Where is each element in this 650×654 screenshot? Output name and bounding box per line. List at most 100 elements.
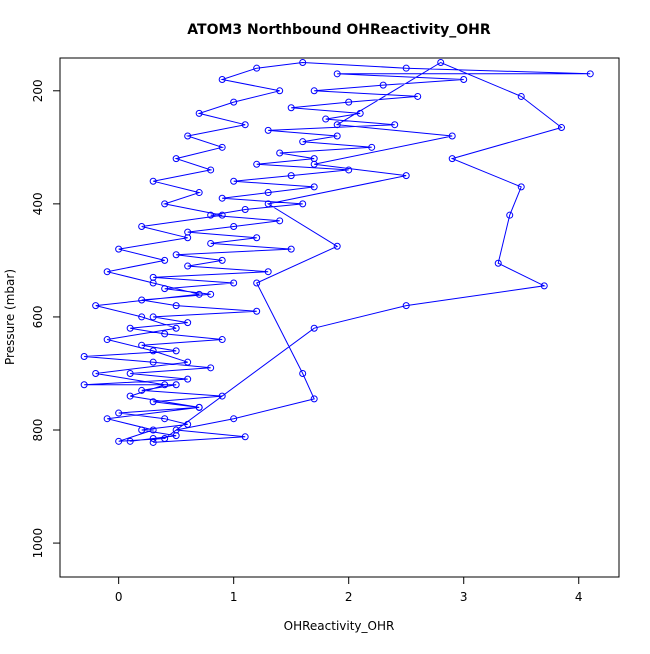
- point: [586, 70, 594, 78]
- point: [207, 239, 215, 247]
- point: [230, 279, 238, 287]
- point: [80, 353, 88, 361]
- chart-title: ATOM3 Northbound OHReactivity_OHR: [187, 22, 491, 38]
- point: [287, 245, 295, 253]
- point: [356, 109, 364, 117]
- point: [184, 234, 192, 242]
- point: [172, 426, 180, 434]
- point: [138, 341, 146, 349]
- point: [448, 132, 456, 140]
- point: [230, 222, 238, 230]
- point: [333, 121, 341, 129]
- point: [345, 98, 353, 106]
- x-tick-label: 0: [115, 590, 123, 604]
- point: [195, 189, 203, 197]
- point: [80, 381, 88, 389]
- point: [310, 183, 318, 191]
- point: [138, 386, 146, 394]
- point: [322, 115, 330, 123]
- point: [138, 222, 146, 230]
- point: [345, 166, 353, 174]
- point: [230, 98, 238, 106]
- point: [149, 438, 157, 446]
- point: [299, 200, 307, 208]
- point: [149, 177, 157, 185]
- y-tick-label: 200: [31, 79, 45, 102]
- point: [149, 347, 157, 355]
- y-tick-label: 600: [31, 305, 45, 328]
- plot-frame: [59, 57, 620, 578]
- point: [276, 217, 284, 225]
- point: [172, 155, 180, 163]
- point: [333, 242, 341, 250]
- point: [207, 364, 215, 372]
- point: [161, 256, 169, 264]
- point: [161, 200, 169, 208]
- point: [241, 121, 249, 129]
- y-tick-label: 800: [31, 419, 45, 442]
- point: [92, 302, 100, 310]
- point: [138, 313, 146, 321]
- point: [218, 143, 226, 151]
- point: [276, 149, 284, 157]
- point: [126, 437, 134, 445]
- point: [218, 75, 226, 83]
- point: [460, 75, 468, 83]
- point: [218, 336, 226, 344]
- y-axis-label: Pressure (mbar): [3, 269, 17, 365]
- point: [103, 336, 111, 344]
- point: [402, 302, 410, 310]
- point: [402, 64, 410, 72]
- point: [218, 211, 226, 219]
- point: [494, 259, 502, 267]
- point: [310, 87, 318, 95]
- point: [379, 81, 387, 89]
- point: [172, 324, 180, 332]
- point: [126, 369, 134, 377]
- x-tick-label: 1: [230, 590, 238, 604]
- point: [126, 392, 134, 400]
- point: [299, 59, 307, 67]
- point: [207, 290, 215, 298]
- point: [207, 211, 215, 219]
- point: [184, 375, 192, 383]
- y-tick-label: 400: [31, 192, 45, 215]
- point: [149, 398, 157, 406]
- point: [264, 189, 272, 197]
- point: [184, 319, 192, 327]
- point: [149, 434, 157, 442]
- x-axis-label: OHReactivity_OHR: [284, 619, 395, 633]
- point: [126, 324, 134, 332]
- point: [103, 415, 111, 423]
- x-tick-label: 2: [345, 590, 353, 604]
- point: [149, 279, 157, 287]
- point: [149, 426, 157, 434]
- point: [253, 234, 261, 242]
- point: [161, 381, 169, 389]
- point: [195, 290, 203, 298]
- point: [517, 92, 525, 100]
- point: [310, 324, 318, 332]
- point: [253, 160, 261, 168]
- point: [253, 279, 261, 287]
- point: [241, 206, 249, 214]
- point: [207, 166, 215, 174]
- point: [414, 92, 422, 100]
- point: [172, 347, 180, 355]
- point: [161, 434, 169, 442]
- point: [184, 132, 192, 140]
- point: [92, 369, 100, 377]
- point: [333, 132, 341, 140]
- point: [172, 381, 180, 389]
- point: [149, 313, 157, 321]
- point: [557, 124, 565, 132]
- point: [448, 155, 456, 163]
- point: [115, 245, 123, 253]
- point: [184, 358, 192, 366]
- point: [103, 268, 111, 276]
- point: [437, 59, 445, 67]
- point: [368, 143, 376, 151]
- point: [241, 433, 249, 441]
